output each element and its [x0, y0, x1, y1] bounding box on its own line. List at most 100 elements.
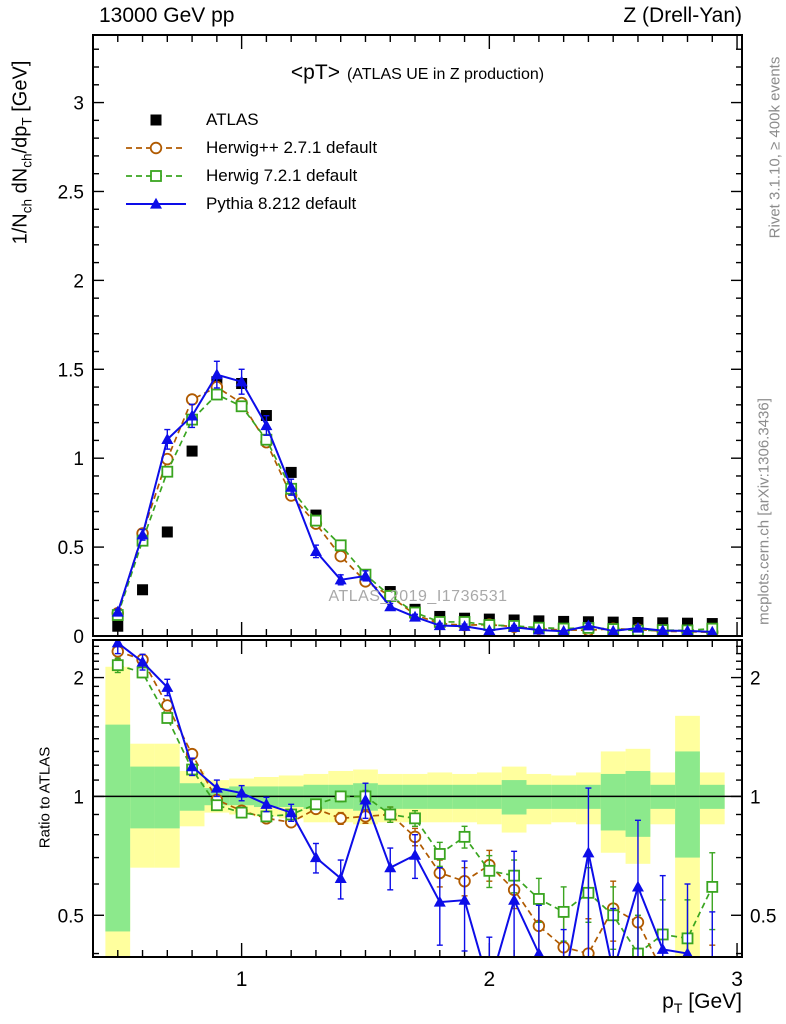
data-point-square-open [532, 893, 545, 905]
data-point-circle [149, 141, 163, 155]
data-point-triangle [384, 600, 397, 612]
tick-label: 2 [483, 968, 495, 991]
axis-tick-labels: 0 0.5 1 1.5 2 2.5 3 0.5 0.5 1 1 2 2 1 2 3 [58, 94, 777, 991]
data-point-triangle [235, 786, 248, 798]
data-point-square-open [161, 712, 174, 724]
data-point-triangle [508, 621, 521, 632]
data-point-square [533, 615, 545, 627]
data-point-triangle [260, 419, 273, 431]
data-point-triangle [285, 480, 298, 492]
tick-label: 0.5 [58, 906, 84, 927]
data-point-triangle [682, 947, 693, 957]
data-point-square-open [409, 812, 421, 825]
green-band-bin [675, 751, 700, 858]
green-band-bin [130, 766, 155, 829]
data-point-square-open [235, 806, 248, 819]
data-point-square-open [334, 539, 347, 552]
data-point-triangle [706, 625, 719, 636]
data-point-triangle [557, 624, 570, 636]
data-point-triangle [483, 624, 496, 636]
observable-context: (ATLAS UE in Z production) [346, 66, 545, 83]
tick-label: 2 [73, 271, 84, 292]
data-point-square-open [310, 514, 322, 527]
data-point-square [508, 614, 520, 626]
series-pythia-8-212-default-main [111, 360, 719, 636]
data-point-square [161, 526, 173, 538]
data-point-square-open [235, 400, 248, 413]
legend-marker-atlas [150, 114, 162, 126]
data-point-triangle [607, 624, 620, 636]
data-point-triangle [235, 375, 248, 387]
data-point-square-open [384, 808, 397, 821]
data-point-triangle [210, 781, 223, 793]
data-point-triangle [186, 760, 199, 772]
data-point-triangle [136, 528, 149, 540]
data-point-triangle [458, 893, 471, 905]
data-point-triangle [582, 846, 595, 858]
x-axis-title: pT [GeV] [662, 990, 742, 1018]
green-band-bin [600, 773, 626, 831]
data-point-triangle [334, 872, 347, 883]
data-point-triangle [309, 851, 322, 863]
legend-item-pythia-8-212-default: Pythia 8.212 default [124, 190, 377, 218]
data-point-square [150, 114, 162, 126]
data-point-square [186, 445, 198, 457]
data-point-square-open [433, 848, 446, 860]
data-point-square-open [483, 864, 496, 877]
data-point-triangle [359, 569, 372, 581]
data-point-square-open [210, 388, 223, 401]
data-point-triangle [508, 893, 521, 905]
legend-marker-herwig-7-2-1-default [126, 170, 186, 182]
data-point-square [607, 616, 619, 628]
ratio-y-axis-title: Ratio to ATLAS [36, 746, 54, 849]
tick-label: 1 [73, 787, 84, 808]
tick-label: 2.5 [58, 182, 84, 203]
tick-label: 2 [73, 669, 84, 690]
data-point-triangle [260, 798, 273, 809]
process-label: Z (Drell-Yan) [623, 4, 742, 27]
tick-label: 1 [73, 449, 84, 470]
beam-energy-label: 13000 GeV pp [99, 4, 235, 27]
legend-item-herwig-7-2-1-default: Herwig 7.2.1 default [124, 162, 377, 190]
data-point-triangle [161, 681, 174, 692]
data-point-square-open [150, 170, 162, 182]
data-point-circle [185, 393, 199, 406]
legend-item-atlas: ATLAS [124, 106, 377, 134]
analysis-watermark: ATLAS_2019_I1736531 [328, 588, 508, 605]
data-point-triangle [409, 610, 422, 622]
plot-title: <pT> (ATLAS UE in Z production) [93, 61, 742, 85]
main-y-axis-title: 1/Nch dNch/dpT [GeV] [9, 60, 35, 245]
data-point-triangle [656, 624, 669, 636]
data-point-square-open [706, 880, 719, 893]
data-point-triangle [656, 943, 669, 954]
data-point-triangle [309, 545, 322, 556]
ratio-panel-frame [92, 639, 743, 958]
data-point-square [137, 584, 149, 596]
data-point-triangle [285, 806, 298, 818]
tick-label: 1 [750, 787, 761, 808]
tick-label: 3 [73, 94, 84, 115]
data-point-circle [334, 812, 347, 825]
data-point-triangle [681, 624, 694, 636]
green-band-bin [105, 724, 131, 932]
data-point-triangle [136, 655, 149, 667]
data-point-triangle [631, 621, 644, 633]
tick-label: 0.5 [58, 538, 84, 559]
data-point-triangle [150, 197, 162, 209]
series-pythia-8-212-default-ratio [111, 640, 716, 957]
legend: ATLAS Herwig++ 2.7.1 default Herwig 7.2.1 … [124, 106, 377, 218]
data-point-triangle [334, 573, 347, 585]
data-point-square [285, 466, 297, 478]
data-point-square [112, 620, 124, 632]
data-point-triangle [161, 433, 174, 444]
tick-label: 1.5 [58, 360, 84, 381]
tick-label: 0.5 [750, 906, 776, 927]
data-point-triangle [111, 640, 124, 648]
tick-label: 1 [236, 968, 248, 991]
data-point-square-open [111, 659, 124, 672]
data-point-square-open [557, 905, 570, 918]
data-point-circle [334, 549, 347, 563]
legend-item-herwig-2-7-1-default: Herwig++ 2.7.1 default [124, 134, 377, 162]
